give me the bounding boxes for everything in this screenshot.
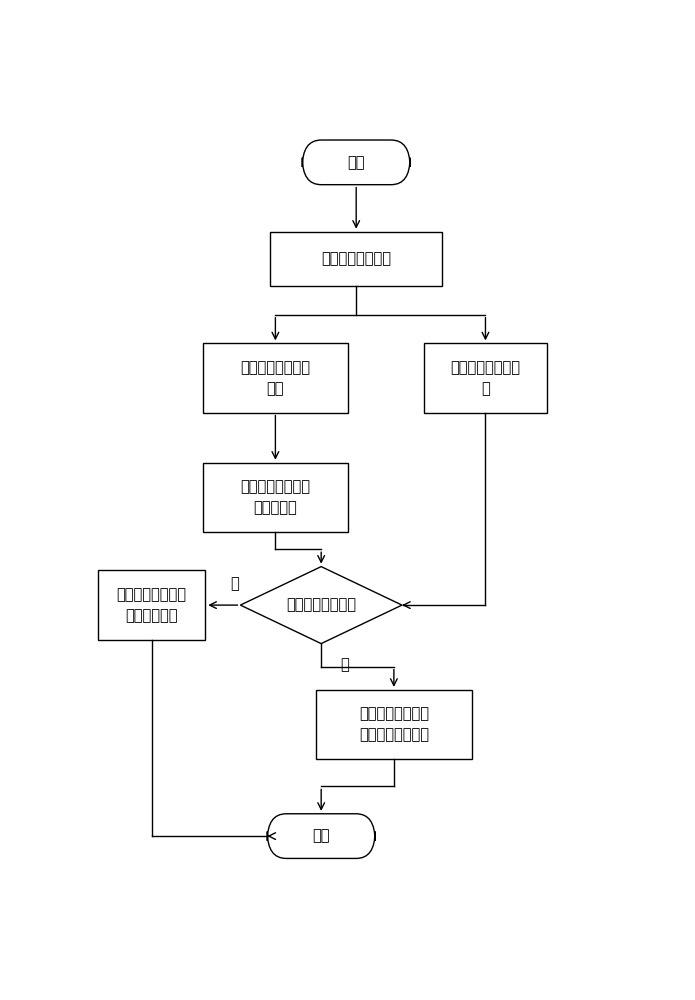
- Polygon shape: [240, 567, 402, 644]
- FancyBboxPatch shape: [302, 140, 410, 185]
- Text: 结束: 结束: [313, 829, 330, 844]
- Bar: [97, 570, 206, 640]
- Text: 输入电池片样本图
像: 输入电池片样本图 像: [450, 360, 521, 396]
- Text: 输入待分选电池片
图像: 输入待分选电池片 图像: [240, 360, 311, 396]
- FancyBboxPatch shape: [268, 814, 375, 858]
- Text: 输出电池片颜色不
均匀一致信息: 输出电池片颜色不 均匀一致信息: [117, 587, 186, 623]
- Text: 工业相机采集图像: 工业相机采集图像: [321, 251, 391, 266]
- Text: 是: 是: [340, 657, 349, 672]
- Text: 颜色是否均匀一致: 颜色是否均匀一致: [286, 598, 356, 613]
- Bar: [316, 690, 472, 759]
- Text: 否: 否: [231, 576, 239, 591]
- Text: 开始: 开始: [348, 155, 365, 170]
- Bar: [423, 343, 548, 413]
- Text: 计算色差，输出电
池片颜色类别信息: 计算色差，输出电 池片颜色类别信息: [359, 706, 429, 742]
- Text: 电池片的颜色均匀
一致性检测: 电池片的颜色均匀 一致性检测: [240, 479, 311, 515]
- Bar: [270, 232, 442, 286]
- Bar: [203, 343, 348, 413]
- Bar: [203, 463, 348, 532]
